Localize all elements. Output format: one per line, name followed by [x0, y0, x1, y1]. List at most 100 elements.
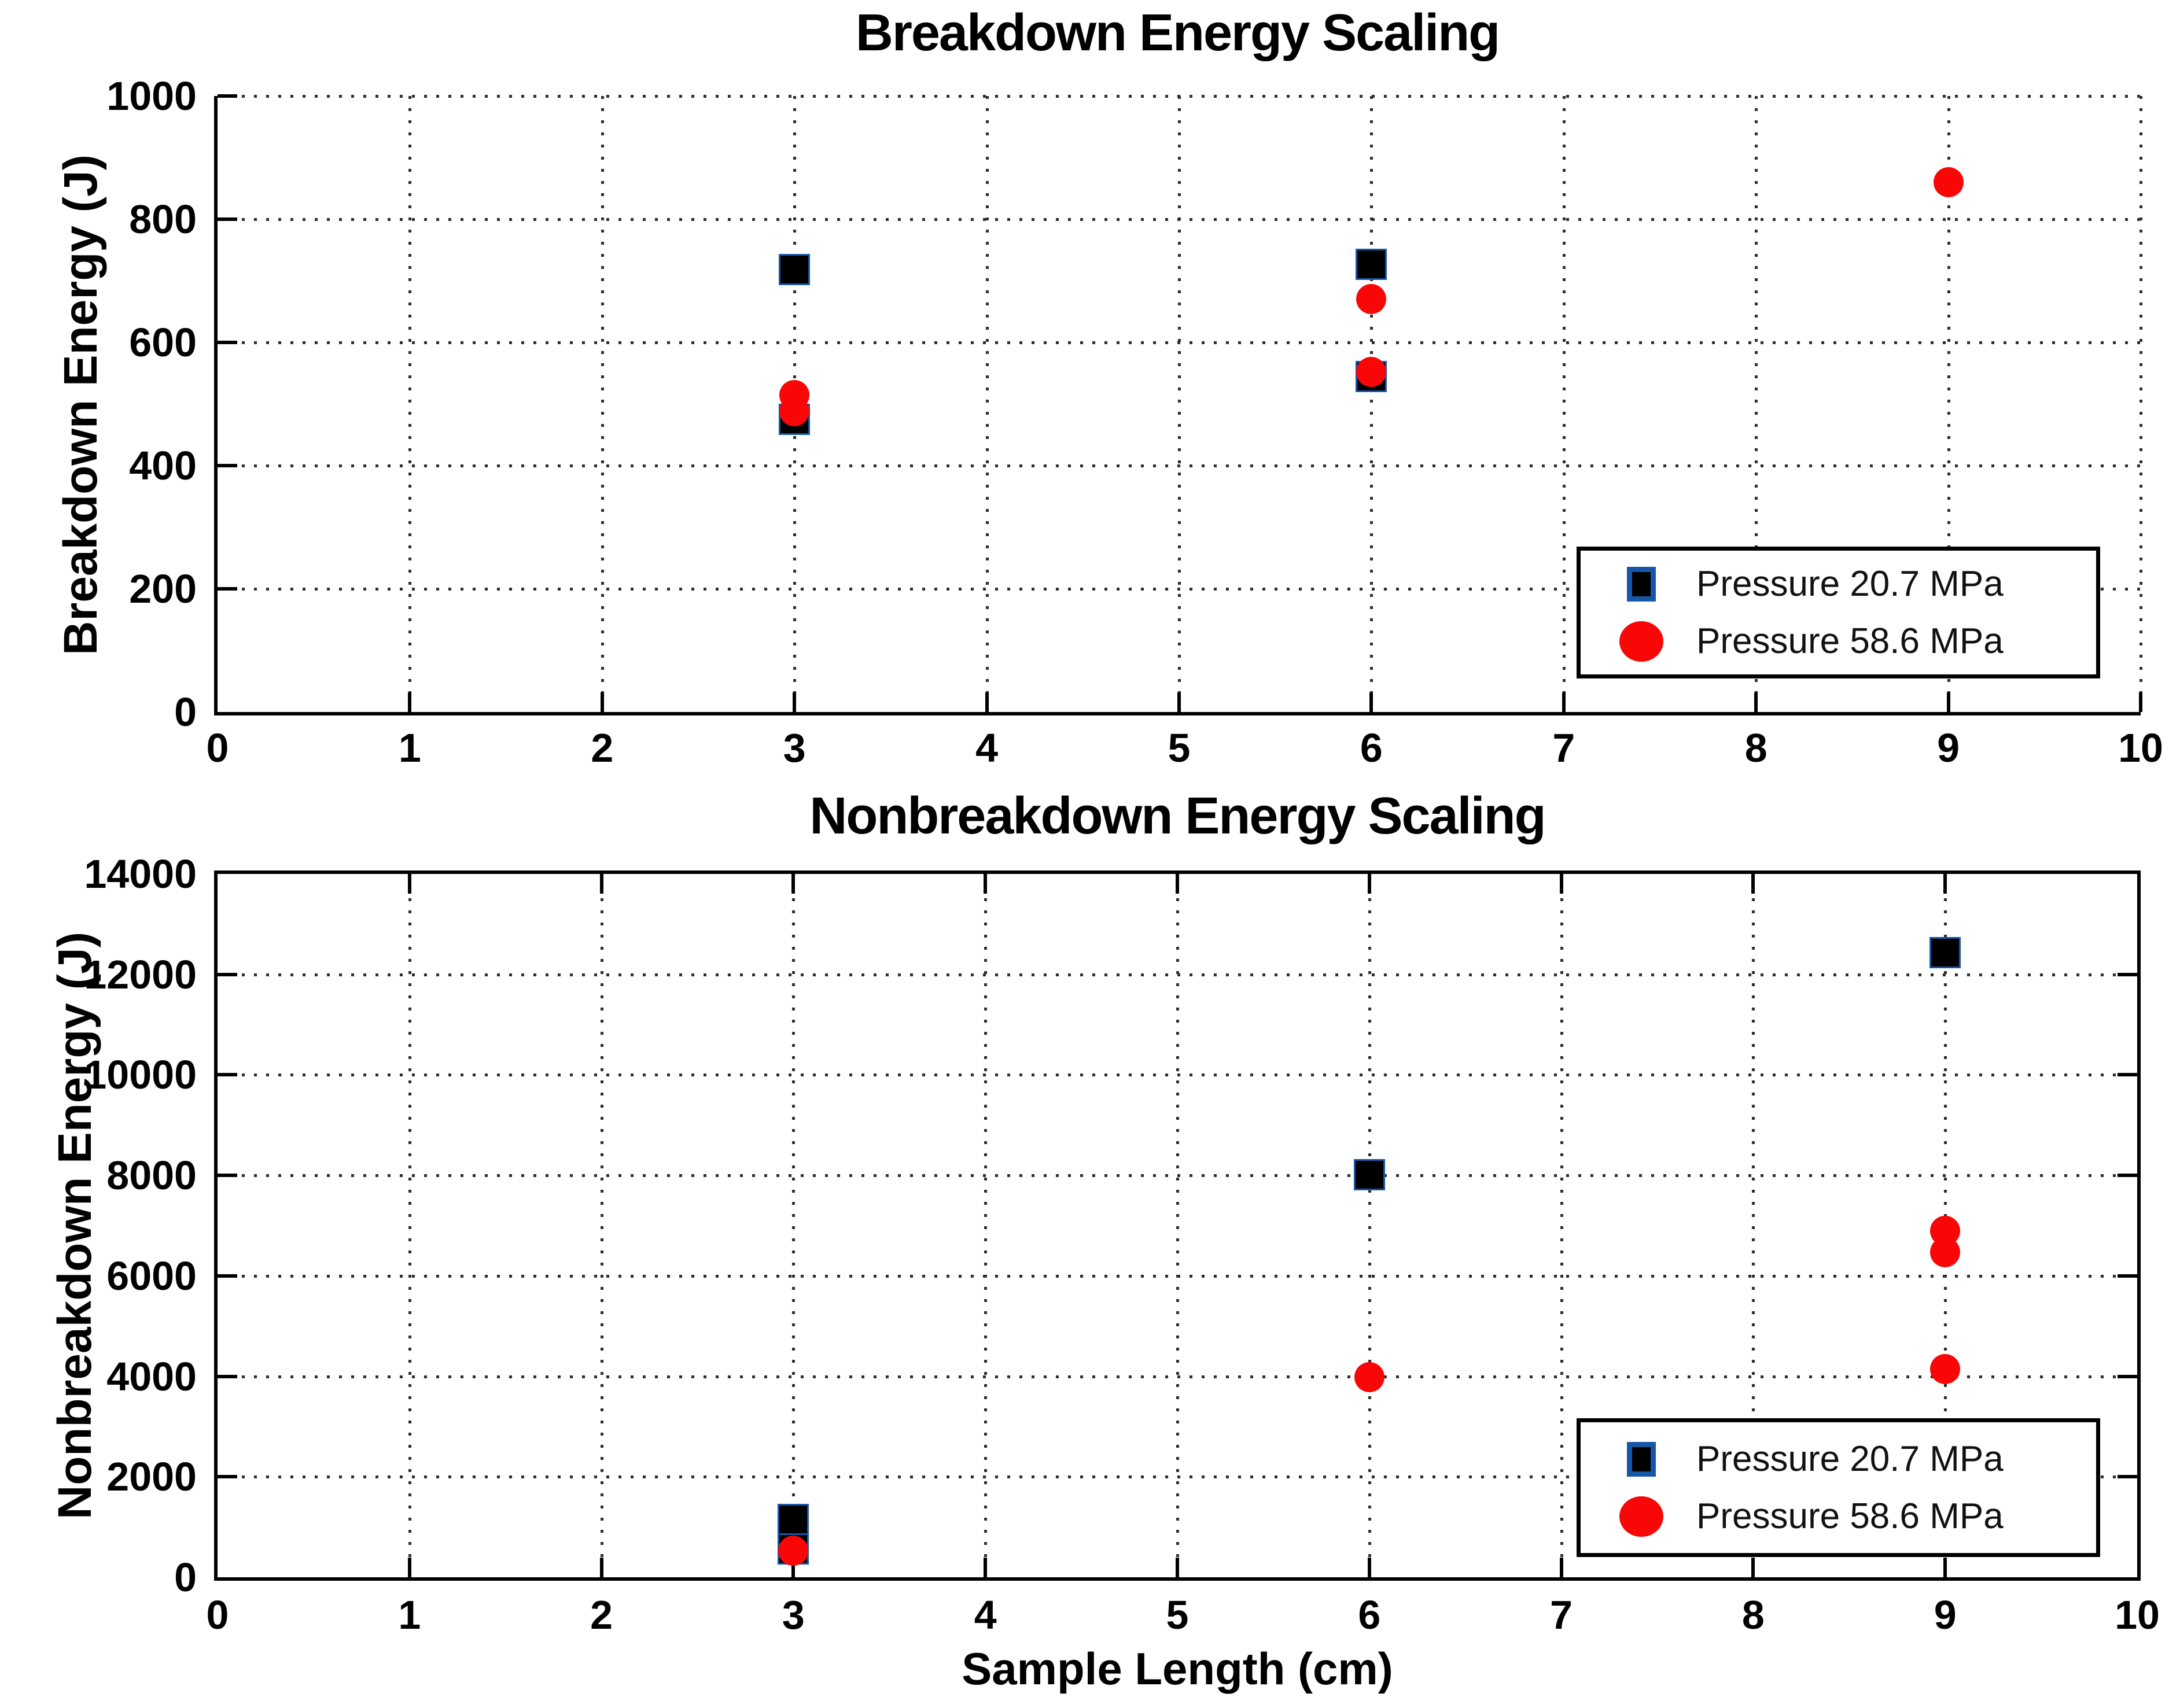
axis-tick [1562, 692, 1566, 712]
plot-area [214, 94, 2142, 715]
legend: Pressure 20.7 MPa Pressure 58.6 MPa [1577, 547, 2100, 678]
x-tick-label: 8 [1741, 1592, 1765, 1637]
legend-marker-cell [1610, 621, 1673, 662]
axis-tick [218, 94, 237, 98]
axis-tick [2118, 1274, 2137, 1278]
x-tick-label: 5 [1166, 1592, 1189, 1637]
axis-tick [600, 692, 604, 712]
gridline-x [792, 874, 796, 1577]
axis-tick [218, 1174, 237, 1178]
circle-marker-icon [1619, 621, 1663, 662]
y-tick-label: 10000 [84, 1052, 197, 1098]
data-point-circle [1933, 167, 1964, 198]
axis-tick [218, 1073, 237, 1077]
data-point-square [1356, 248, 1387, 280]
axis-tick [1559, 874, 1563, 894]
y-tick-label: 2000 [106, 1454, 197, 1500]
x-tick-label: 3 [783, 725, 806, 770]
gridline-y [218, 464, 2141, 467]
data-point-circle [1356, 284, 1387, 315]
plot-area [214, 870, 2141, 1581]
x-tick-label: 6 [1360, 725, 1383, 770]
data-point-square [778, 1504, 809, 1536]
gridline-x [601, 96, 604, 712]
axis-tick [218, 217, 237, 221]
axis-tick [1369, 692, 1373, 712]
axis-tick [1177, 692, 1181, 712]
y-tick-label: 200 [129, 566, 197, 611]
axis-tick [599, 1558, 603, 1577]
square-marker-icon [1627, 1441, 1656, 1477]
axis-tick [1943, 874, 1947, 894]
x-tick-label: 2 [590, 1592, 613, 1637]
axis-tick [1943, 1558, 1947, 1577]
axis-tick [1946, 692, 1950, 712]
x-tick-label: 3 [782, 1592, 805, 1637]
axis-tick [2118, 1073, 2137, 1077]
axis-tick [2118, 1475, 2137, 1479]
y-tick-label: 0 [174, 689, 197, 735]
axis-tick [218, 1274, 237, 1278]
gridline-x [408, 96, 412, 712]
x-tick-label: 8 [1744, 725, 1767, 770]
data-point-square [779, 254, 811, 286]
axis-tick [599, 874, 603, 894]
gridline-x [1370, 96, 1373, 712]
axis-tick [407, 1558, 411, 1577]
axis-tick [1176, 1558, 1179, 1577]
x-tick-label: 5 [1168, 725, 1191, 770]
y-tick-label: 800 [129, 197, 197, 242]
gridline-y [218, 588, 2141, 591]
y-tick-label: 400 [129, 443, 197, 488]
gridline-x [984, 874, 988, 1577]
axis-tick [984, 874, 988, 894]
x-tick-label: 9 [1937, 725, 1960, 770]
gridline-x [1947, 96, 1950, 712]
legend-item: Pressure 58.6 MPa [1610, 621, 2096, 662]
x-tick-label: 1 [398, 1592, 421, 1637]
gridline-x [1562, 96, 1566, 712]
chart-title: Nonbreakdown Energy Scaling [809, 787, 1546, 845]
axis-tick [1559, 1558, 1563, 1577]
axis-tick [985, 692, 989, 712]
axis-tick [1176, 874, 1179, 894]
axis-tick [218, 972, 237, 976]
gridline-y [218, 1475, 2137, 1479]
axis-tick [791, 1558, 796, 1577]
x-axis-title: Sample Length (cm) [962, 1643, 1393, 1694]
x-tick-label: 0 [206, 725, 229, 770]
axis-tick [2118, 1374, 2137, 1378]
legend-item-label: Pressure 58.6 MPa [1696, 1496, 2004, 1536]
y-tick-label: 12000 [84, 951, 197, 997]
gridline-y [218, 1174, 2137, 1178]
axis-tick [1367, 874, 1371, 894]
y-tick-label: 0 [174, 1555, 197, 1600]
gridline-x [408, 874, 411, 1577]
x-tick-label: 10 [2115, 1592, 2160, 1637]
gridline-x [2140, 96, 2142, 712]
y-tick-label: 4000 [106, 1353, 197, 1399]
x-tick-label: 4 [974, 1592, 997, 1637]
axis-tick [1367, 1558, 1371, 1577]
gridline-x [1560, 874, 1563, 1577]
data-point-circle [1930, 1353, 1961, 1384]
gridline-y [218, 973, 2137, 976]
axis-tick [407, 874, 411, 894]
legend-item: Pressure 20.7 MPa [1610, 563, 2096, 604]
gridline-x [1755, 96, 1758, 712]
x-tick-label: 7 [1550, 1592, 1573, 1637]
gridline-y [218, 95, 2141, 98]
axis-tick [218, 587, 237, 591]
legend: Pressure 20.7 MPa Pressure 58.6 MPa [1577, 1418, 2100, 1557]
axis-tick [218, 1475, 237, 1479]
gridline-y [218, 341, 2141, 344]
x-tick-label: 6 [1358, 1592, 1381, 1637]
legend-marker-cell [1610, 1441, 1673, 1477]
square-marker-icon [1627, 566, 1656, 602]
axis-tick [218, 1374, 237, 1378]
gridline-x [985, 96, 989, 712]
axis-tick [2118, 972, 2137, 976]
data-point-square [1353, 1159, 1385, 1191]
axis-tick [2118, 1174, 2137, 1178]
